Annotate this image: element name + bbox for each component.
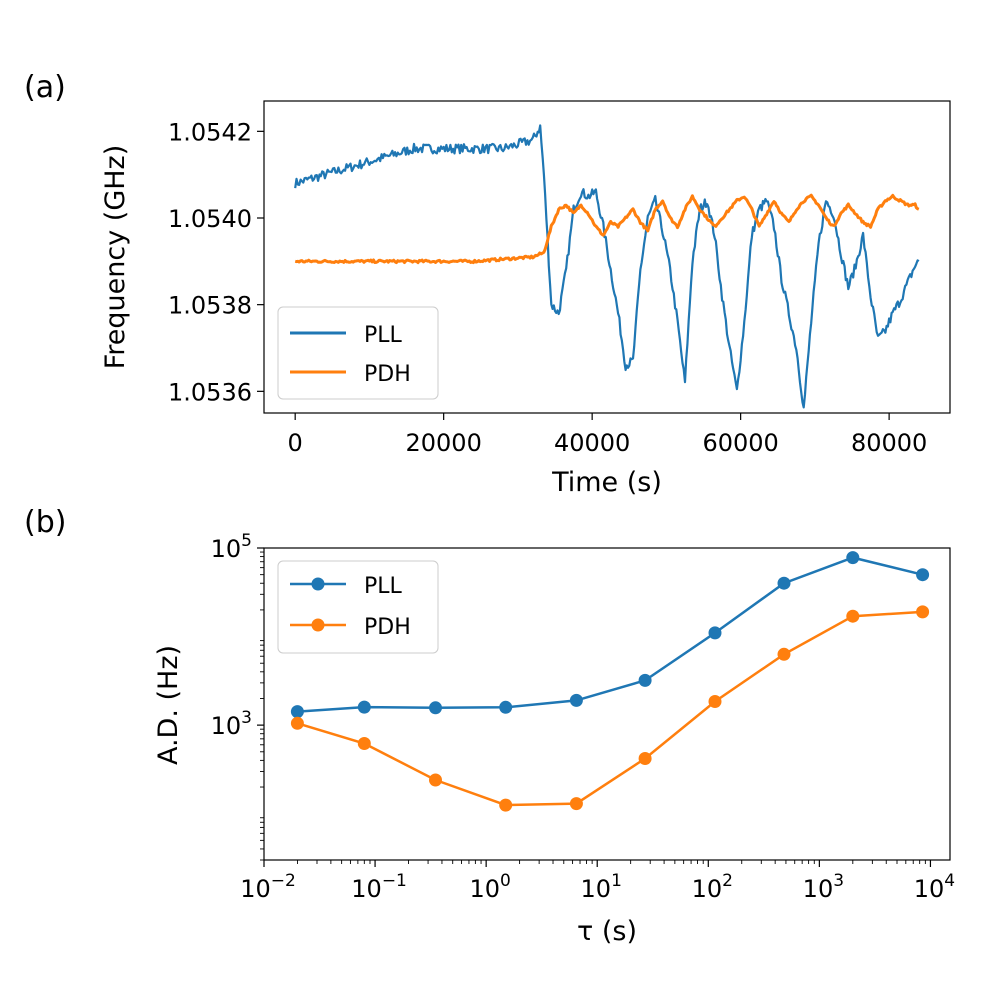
- panel-b-legend-marker-pdh: [311, 618, 325, 632]
- panel-b-legend-label-pll: PLL: [364, 574, 403, 599]
- panel-b-label: (b): [24, 505, 66, 540]
- panel-b-point-pdh: [638, 752, 652, 765]
- panel-a-series: [294, 124, 920, 409]
- panel-a-legend-label-pdh: PDH: [364, 362, 411, 387]
- panel-a-y-tick-label: 1.0538: [168, 292, 252, 320]
- panel-b-series-line-pdh: [297, 610, 923, 807]
- panel-b-point-pdh: [708, 695, 722, 708]
- panel-b-x-tick-label: 102: [692, 871, 733, 903]
- panel-b-legend-label-pdh: PDH: [364, 615, 411, 640]
- panel-b-legend-box: [277, 560, 439, 654]
- panel-b-point-pdh: [429, 773, 442, 787]
- panel-b-point-pll: [569, 693, 583, 707]
- panel-b-point-pdh: [846, 609, 860, 623]
- panel-b-legend-marker-pll: [311, 577, 325, 591]
- panel-a-x-tick-label: 80000: [851, 429, 927, 457]
- panel-b-y-tick-label: 103: [211, 708, 252, 740]
- panel-a-series-line-pdh: [294, 193, 920, 265]
- panel-a-legend-label-pll: PLL: [364, 323, 403, 348]
- panel-b-x-tick-label: 104: [914, 871, 955, 903]
- panel-b-y-axis-label: A.D. (Hz): [153, 645, 184, 765]
- panel-a-legend-box: [277, 306, 439, 400]
- panel-b-x-tick-label: 100: [469, 871, 510, 903]
- panel-b-axes-frame: [263, 547, 951, 861]
- panel-a-legend: PLL PDH: [277, 306, 439, 400]
- panel-b-point-pll: [429, 701, 442, 715]
- panel-b-point-pdh: [569, 797, 583, 811]
- panel-a-x-axis-label: Time (s): [551, 467, 662, 498]
- panel-b-x-tick-label: 101: [581, 871, 622, 903]
- panel-a-axes-frame: [263, 100, 951, 414]
- panel-b-y-ticks: 103 105: [211, 531, 264, 861]
- panel-b-point-pll: [777, 576, 791, 590]
- panel-b-point-pll: [916, 568, 930, 582]
- panel-b-point-pll: [708, 626, 722, 640]
- panel-b-point-pll: [846, 551, 860, 565]
- panel-b-series: [290, 551, 930, 812]
- panel-a-x-tick-label: 60000: [702, 429, 778, 457]
- panel-b-series-line-pll: [297, 556, 923, 713]
- panel-a-y-tick-label: 1.0542: [168, 118, 252, 146]
- panel-b-x-tick-label: 103: [803, 871, 844, 903]
- panel-a-y-tick-label: 1.0536: [168, 378, 252, 406]
- panel-b-point-pll: [290, 705, 304, 719]
- panel-b-legend: PLL PDH: [277, 560, 439, 654]
- panel-a: (a) 0 20000 40000 60000 80000 1.05361.05381.…: [24, 70, 951, 498]
- panel-b-point-pll: [357, 700, 371, 714]
- panel-a-y-ticks: 1.0536 1.0538 1.0540 1.0542: [168, 118, 264, 406]
- panel-a-x-tick-label: 0: [288, 429, 303, 457]
- panel-b-point-pdh: [290, 716, 304, 730]
- panel-b-point-pdh: [357, 737, 371, 750]
- panel-b-point-pll: [638, 673, 652, 687]
- panel-a-x-tick-label: 40000: [554, 429, 630, 457]
- panel-a-y-axis-label: Frequency (GHz): [100, 145, 131, 370]
- panel-b-x-tick-label: 10−1: [351, 871, 407, 903]
- panel-b-point-pdh: [777, 647, 791, 661]
- panel-a-y-tick-label: 1.0540: [168, 205, 252, 233]
- panel-b-y-tick-label: 105: [211, 531, 252, 563]
- panel-b-x-tick-label: 10−2: [240, 871, 296, 903]
- panel-b-x-ticks: 10−2 10−1 100 101 102 103 104: [240, 860, 955, 903]
- panel-a-series-line-pll: [294, 124, 920, 409]
- panel-a-label: (a): [24, 70, 66, 105]
- panel-b-point-pdh: [499, 798, 513, 812]
- panel-b-x-axis-label: τ (s): [577, 916, 637, 947]
- panel-b: (b) 10−2 10−1 100 101 102 103 104 103 105 τ (s)…: [24, 505, 955, 947]
- panel-b-point-pll: [499, 700, 513, 714]
- panel-a-x-ticks: 0 20000 40000 60000 80000: [288, 413, 927, 457]
- panel-a-x-tick-label: 20000: [405, 429, 481, 457]
- panel-b-point-pdh: [916, 605, 930, 619]
